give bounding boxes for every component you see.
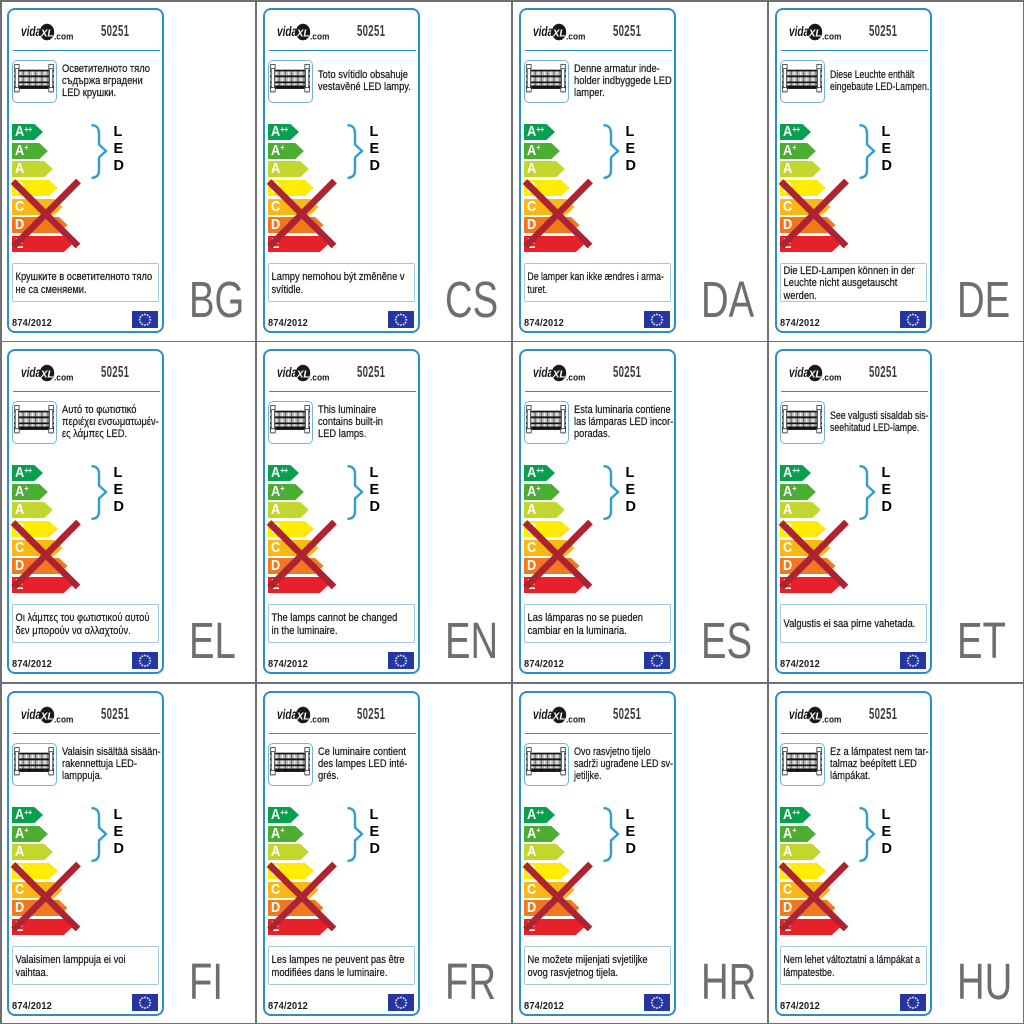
svg-text:vida: vida bbox=[789, 23, 809, 39]
svg-text:XL: XL bbox=[40, 28, 54, 39]
svg-text:.com: .com bbox=[566, 714, 586, 725]
svg-text:.com: .com bbox=[822, 31, 842, 42]
svg-text:.com: .com bbox=[310, 372, 330, 383]
svg-text:vida: vida bbox=[21, 365, 41, 381]
svg-text:.com: .com bbox=[822, 372, 842, 383]
svg-text:vida: vida bbox=[21, 706, 41, 722]
svg-text:XL: XL bbox=[552, 711, 566, 722]
svg-text:XL: XL bbox=[808, 370, 822, 381]
svg-text:vida: vida bbox=[789, 365, 809, 381]
svg-text:vida: vida bbox=[533, 365, 553, 381]
svg-text:.com: .com bbox=[566, 372, 586, 383]
svg-text:.com: .com bbox=[54, 31, 74, 42]
svg-text:vida: vida bbox=[789, 706, 809, 722]
svg-text:XL: XL bbox=[552, 28, 566, 39]
svg-text:vida: vida bbox=[21, 23, 41, 39]
svg-text:.com: .com bbox=[822, 714, 842, 725]
svg-text:XL: XL bbox=[296, 28, 310, 39]
svg-text:.com: .com bbox=[310, 31, 330, 42]
svg-text:vida: vida bbox=[533, 23, 553, 39]
svg-text:XL: XL bbox=[40, 711, 54, 722]
svg-text:XL: XL bbox=[808, 28, 822, 39]
svg-text:vida: vida bbox=[533, 706, 553, 722]
svg-text:XL: XL bbox=[552, 370, 566, 381]
svg-text:vida: vida bbox=[277, 365, 297, 381]
svg-text:vida: vida bbox=[277, 23, 297, 39]
svg-text:XL: XL bbox=[296, 370, 310, 381]
svg-text:XL: XL bbox=[40, 370, 54, 381]
svg-text:XL: XL bbox=[296, 711, 310, 722]
svg-text:.com: .com bbox=[54, 372, 74, 383]
svg-text:.com: .com bbox=[54, 714, 74, 725]
svg-text:.com: .com bbox=[566, 31, 586, 42]
svg-text:.com: .com bbox=[310, 714, 330, 725]
svg-text:XL: XL bbox=[808, 711, 822, 722]
svg-text:vida: vida bbox=[277, 706, 297, 722]
